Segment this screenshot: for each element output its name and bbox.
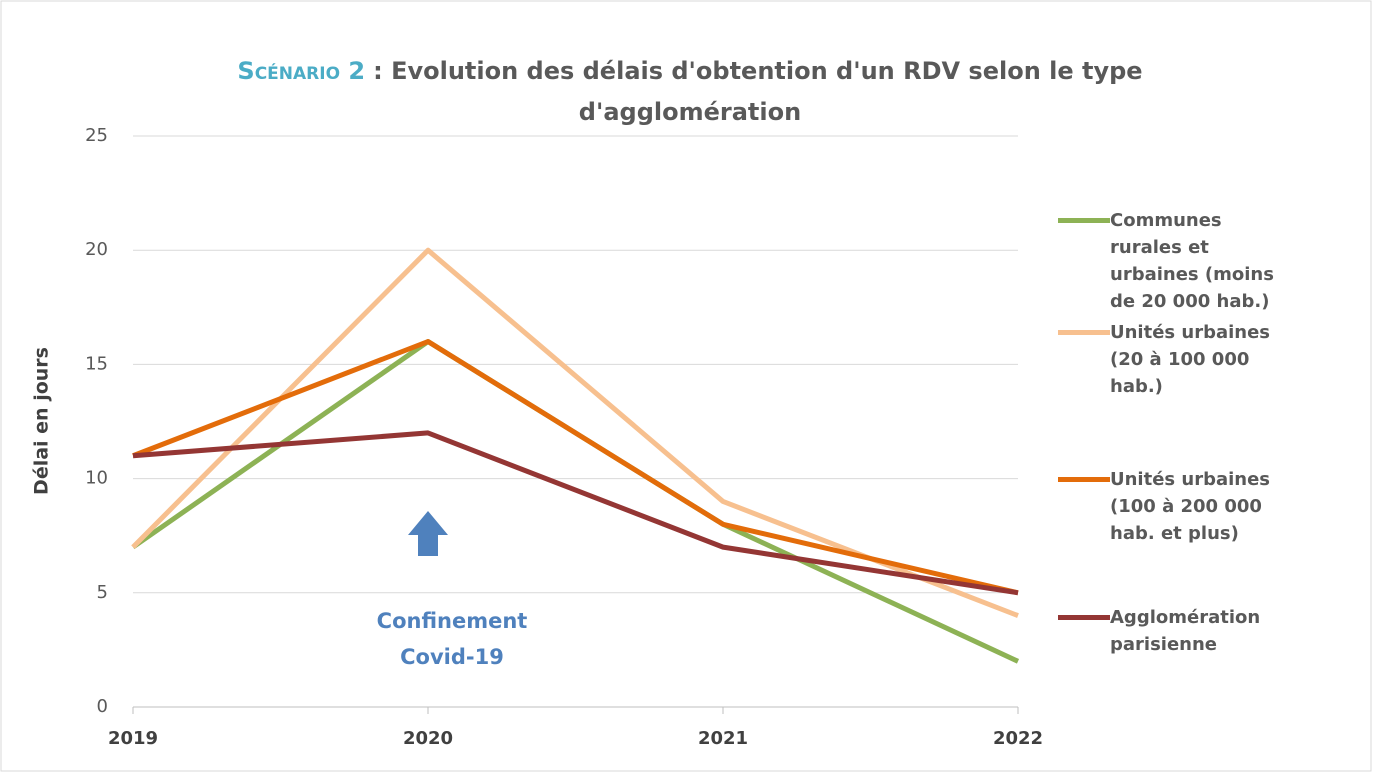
legend-label: Communes rurales et urbaines (moins de 2…: [1110, 210, 1274, 312]
legend-entry: Communes rurales et urbaines (moins de 2…: [1058, 207, 1278, 315]
y-tick-label: 15: [85, 353, 108, 374]
y-tick-label: 20: [85, 239, 108, 260]
legend-swatch: [1058, 477, 1110, 482]
legend-swatch: [1058, 615, 1110, 620]
legend-label: Unités urbaines (20 à 100 000 hab.): [1110, 322, 1271, 397]
legend-label: Unités urbaines (100 à 200 000 hab. et p…: [1110, 469, 1271, 544]
chart-title: Scénario 2 : Evolution des délais d'obten…: [237, 57, 1142, 85]
legend-swatch: [1058, 218, 1110, 223]
legend-entry: Unités urbaines (100 à 200 000 hab. et p…: [1058, 466, 1278, 547]
title-line-2: d'agglomération: [579, 98, 801, 126]
title-line-1: : Evolution des délais d'obtention d'un …: [373, 57, 1142, 85]
annotation: Covid-19: [400, 645, 504, 669]
legend-swatch: [1058, 330, 1110, 335]
y-tick-label: 5: [97, 582, 108, 603]
x-tick-label: 2021: [698, 728, 748, 749]
annotation: Confinement: [377, 609, 528, 633]
y-axis-label: Délai en jours: [31, 347, 53, 495]
x-tick-label: 2022: [993, 728, 1043, 749]
x-tick-label: 2020: [403, 728, 453, 749]
legend-entry: Unités urbaines (20 à 100 000 hab.): [1058, 319, 1278, 400]
legend-entry: Agglomération parisienne: [1058, 604, 1278, 658]
x-tick-label: 2019: [108, 728, 158, 749]
title-highlight: Scénario 2: [237, 57, 365, 85]
legend-label: Agglomération parisienne: [1110, 607, 1261, 655]
y-tick-label: 25: [85, 125, 108, 146]
y-tick-label: 0: [97, 696, 108, 717]
series-line: [132, 339, 1019, 596]
series-line: [132, 430, 1019, 596]
y-tick-label: 10: [85, 468, 108, 489]
annotation-arrow: [408, 511, 448, 556]
